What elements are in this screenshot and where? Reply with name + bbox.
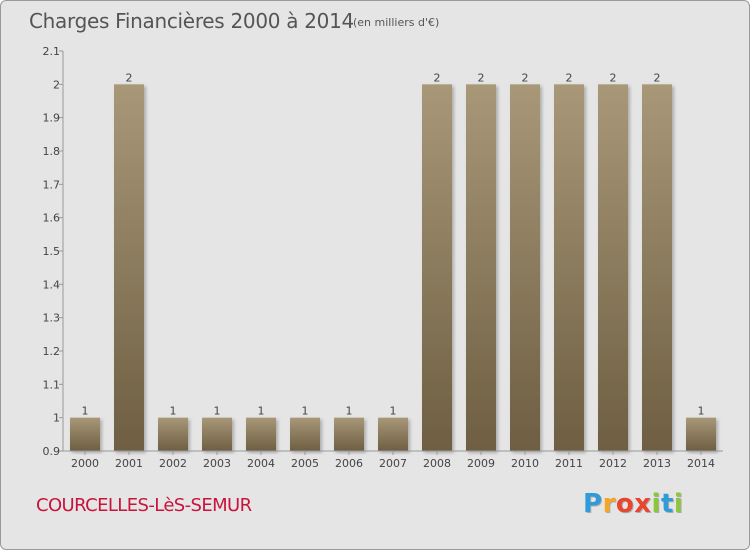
logo-letter: P (583, 489, 603, 519)
bar-2001 (114, 84, 144, 451)
chart-unit: (en milliers d'€) (353, 16, 440, 29)
bar-2002 (158, 417, 188, 451)
x-tick-label-2007: 2007 (379, 457, 407, 470)
y-axis: 0.9 1 1.1 1.2 1.3 1.4 1.5 1.6 1.7 1.8 1.9 2 2.1 (43, 45, 64, 458)
x-tick-label-2002: 2002 (159, 457, 187, 470)
data-label-2007: 1 (390, 405, 397, 418)
bar-2012 (598, 84, 628, 451)
data-label-2011: 2 (566, 71, 573, 84)
logo-letter: i (673, 489, 684, 519)
data-label-2014: 1 (698, 405, 705, 418)
data-label-2010: 2 (522, 71, 529, 84)
x-tick-label-2011: 2011 (555, 457, 583, 470)
y-tick-label: 1.2 (43, 345, 61, 358)
data-label-2004: 1 (258, 405, 265, 418)
data-label-2013: 2 (654, 71, 661, 84)
x-tick-label-2013: 2013 (643, 457, 671, 470)
bar-2011 (554, 84, 584, 451)
y-tick-label: 1.1 (43, 378, 61, 391)
x-tick-label-2000: 2000 (71, 457, 99, 470)
x-axis: 2000 2001 2002 2003 2004 2005 2006 2007 2008 2009… (63, 450, 723, 470)
y-tick-label: 1.6 (43, 212, 61, 225)
bar-2013 (642, 84, 672, 451)
y-tick-label: 1.3 (43, 312, 61, 325)
bar-2004 (246, 417, 276, 451)
x-tick-label-2004: 2004 (247, 457, 275, 470)
data-label-2008: 2 (434, 71, 441, 84)
bar-2005 (290, 417, 320, 451)
x-tick-label-2001: 2001 (115, 457, 143, 470)
bar-2000 (70, 417, 100, 451)
y-tick-label: 1.5 (43, 245, 61, 258)
proxiti-logo: Proxiti (583, 489, 683, 519)
x-tick-label-2005: 2005 (291, 457, 319, 470)
data-label-2012: 2 (610, 71, 617, 84)
bar-2007 (378, 417, 408, 451)
y-tick-label: 1 (53, 412, 60, 425)
bar-2008 (422, 84, 452, 451)
bar-2006 (334, 417, 364, 451)
logo-letter: o (615, 489, 635, 519)
commune-name: COURCELLES-LèS-SEMUR (36, 495, 252, 516)
data-label-2005: 1 (302, 405, 309, 418)
y-tick-label: 1.4 (43, 278, 61, 291)
bar-2009 (466, 84, 496, 451)
bar-2010 (510, 84, 540, 451)
x-tick-label-2003: 2003 (203, 457, 231, 470)
data-label-2003: 1 (214, 405, 221, 418)
logo-letter: x (634, 489, 652, 519)
bar-2003 (202, 417, 232, 451)
x-tick-label-2010: 2010 (511, 457, 539, 470)
y-tick-label: 1.8 (43, 145, 61, 158)
data-label-2002: 1 (170, 405, 177, 418)
y-tick-label: 1.7 (43, 178, 61, 191)
data-label-2001: 2 (126, 71, 133, 84)
x-tick-label-2012: 2012 (599, 457, 627, 470)
y-tick-label: 2.1 (43, 45, 61, 58)
logo-letter: r (602, 489, 616, 519)
data-label-2000: 1 (82, 405, 89, 418)
chart-title: Charges Financières 2000 à 2014 (29, 9, 354, 33)
y-tick-label: 2 (53, 78, 60, 91)
x-tick-label-2006: 2006 (335, 457, 363, 470)
y-tick-label: 0.9 (43, 445, 61, 458)
x-tick-label-2008: 2008 (423, 457, 451, 470)
data-label-2006: 1 (346, 405, 353, 418)
logo-letter: t (660, 489, 674, 519)
logo-letter: i (651, 489, 661, 519)
data-label-2009: 2 (478, 71, 485, 84)
y-tick-label: 1.9 (43, 112, 61, 125)
x-tick-label-2009: 2009 (467, 457, 495, 470)
x-tick-label-2014: 2014 (687, 457, 715, 470)
bar-2014 (686, 417, 716, 451)
bars: 1 2 1 1 1 1 1 1 2 2 2 2 2 2 1 (70, 71, 716, 451)
